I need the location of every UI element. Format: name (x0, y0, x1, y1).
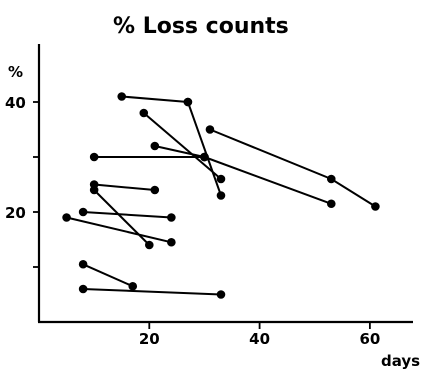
series-line (143, 112, 222, 180)
series-12 (78, 259, 138, 291)
data-point (167, 213, 176, 222)
x-tick-label: 20 (139, 330, 160, 348)
data-point (78, 284, 88, 294)
series-line (121, 95, 188, 103)
data-point (89, 185, 99, 195)
data-point (89, 152, 99, 162)
data-point (216, 191, 226, 200)
series-2 (183, 97, 226, 200)
series-line (93, 189, 151, 246)
series-line (82, 263, 134, 288)
data-point (78, 259, 88, 269)
series-6 (205, 125, 380, 211)
data-point (183, 97, 193, 107)
series-line (186, 101, 222, 196)
data-point (205, 125, 215, 134)
data-point (78, 207, 88, 217)
x-tick-label: 40 (249, 330, 270, 348)
data-point (150, 185, 160, 195)
x-ticks: 20 40 60 (139, 322, 380, 348)
x-tick-label: 60 (359, 330, 380, 348)
y-tick-label: 40 (5, 94, 26, 112)
series-7 (200, 152, 336, 209)
data-point (139, 108, 149, 118)
series-group (62, 92, 380, 299)
data-point (371, 202, 380, 211)
data-point (150, 141, 160, 151)
data-point (128, 281, 138, 291)
data-point (216, 290, 226, 299)
y-tick-label: 20 (5, 204, 26, 222)
series-8 (89, 180, 160, 195)
chart-title: % Loss counts (113, 14, 289, 39)
series-line (94, 183, 155, 191)
data-point (326, 174, 336, 184)
series-line (154, 145, 205, 158)
data-point (62, 213, 71, 222)
series-line (66, 216, 172, 244)
series-line (83, 211, 172, 219)
series-line (204, 156, 332, 205)
data-point (144, 240, 154, 250)
series-1 (117, 92, 193, 107)
series-13 (78, 284, 226, 299)
series-11 (62, 213, 176, 247)
series-line (83, 288, 222, 296)
data-point (326, 199, 336, 209)
data-point (200, 152, 209, 162)
data-point (216, 174, 226, 184)
x-axis-label: days (381, 352, 420, 370)
data-point (117, 92, 127, 101)
data-point (167, 237, 176, 247)
y-axis-label: % (8, 63, 23, 81)
series-3 (139, 108, 226, 184)
series-10 (78, 207, 176, 222)
series-9 (89, 185, 154, 250)
